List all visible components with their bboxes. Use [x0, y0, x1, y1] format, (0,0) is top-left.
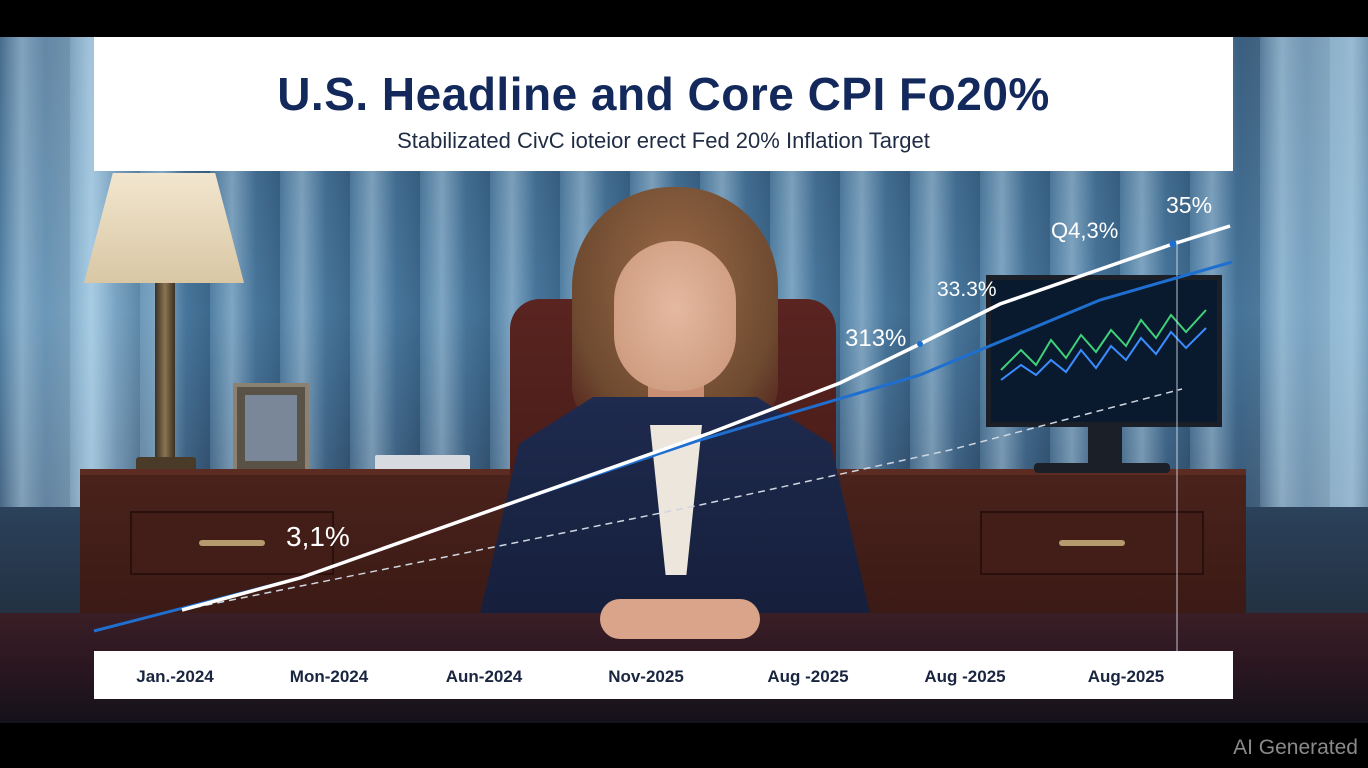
monitor-stand [1088, 427, 1122, 467]
data-label: Q4,3% [1051, 218, 1118, 243]
series-target-line [181, 388, 1183, 611]
series-headline-line [181, 224, 1231, 612]
drawer [130, 511, 334, 575]
x-tick-label: Nov-2025 [608, 667, 684, 686]
person-hands [600, 599, 760, 639]
data-label: 313% [845, 325, 906, 352]
x-tick-label: Jan.-2024 [136, 667, 214, 686]
x-tick-label: Aug -2025 [767, 667, 848, 686]
x-axis-panel [94, 651, 1233, 699]
title-panel: U.S. Headline and Core CPI Fo20% Stabili… [94, 37, 1233, 171]
paper-stack [375, 455, 470, 473]
data-label: 33.3% [937, 278, 997, 301]
drawer [980, 511, 1204, 575]
data-label: 35% [1166, 192, 1212, 218]
photo-frame [233, 383, 309, 473]
lamp-stem [155, 283, 175, 463]
monitor-base [1034, 463, 1170, 473]
data-point [917, 341, 923, 347]
data-label: 3,1% [286, 521, 350, 552]
x-tick-label: Mon-2024 [290, 667, 369, 686]
x-tick-label: Aun-2024 [446, 667, 523, 686]
chart-subtitle: Stabilizated CivC ioteior erect Fed 20% … [397, 128, 930, 153]
window-glow [1240, 37, 1368, 507]
data-point [1169, 240, 1177, 248]
lamp-shade [84, 173, 244, 283]
x-tick-label: Aug -2025 [924, 667, 1005, 686]
monitor [986, 275, 1222, 427]
chart-title: U.S. Headline and Core CPI Fo20% [277, 68, 1050, 120]
series-core-line [93, 260, 1233, 633]
x-tick-label: Aug-2025 [1088, 667, 1165, 686]
person-face [614, 241, 736, 391]
watermark: AI Generated [1233, 736, 1358, 759]
